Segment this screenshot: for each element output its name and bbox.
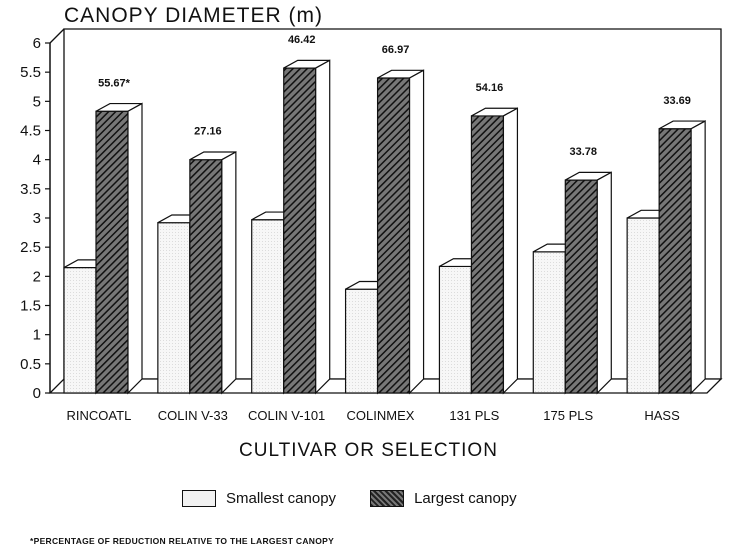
y-tick-label: 5 (33, 93, 41, 110)
legend: Smallest canopy Largest canopy (182, 490, 551, 507)
x-tick-label: COLIN V-101 (248, 408, 325, 423)
annotation-label: 33.69 (663, 95, 691, 107)
annotation-label: 55.67* (98, 77, 131, 89)
annotation-label: 66.97 (382, 44, 410, 56)
bar-largest-side (127, 102, 143, 395)
bar-smallest-front (251, 219, 285, 394)
y-tick-label: 2.5 (20, 239, 41, 256)
legend-swatch-largest (370, 490, 405, 507)
annotation-label: 33.78 (570, 146, 598, 158)
y-tick-label: 2 (33, 268, 41, 285)
bar-smallest-front (344, 288, 379, 394)
bar-largest-side (690, 120, 706, 395)
legend-label-smallest: Smallest canopy (226, 490, 337, 507)
annotation-label: 27.16 (194, 126, 222, 138)
y-tick-label: 3.5 (20, 181, 41, 198)
legend-item-smallest: Smallest canopy (182, 490, 336, 507)
bar-largest-front (95, 110, 129, 394)
x-tick-label: 175 PLS (543, 408, 593, 423)
y-tick-label: 4 (33, 152, 41, 169)
x-tick-label: 131 PLS (449, 408, 499, 423)
annotation-label: 46.42 (288, 34, 316, 46)
bar-largest-side (502, 107, 519, 395)
annotation-label: 54.16 (476, 82, 504, 94)
bar-smallest-front (63, 266, 97, 394)
y-tick-label: 0.5 (20, 356, 41, 373)
chart-title: CANOPY DIAMETER (m) (64, 4, 323, 27)
legend-label-largest: Largest canopy (414, 490, 517, 507)
legend-swatch-smallest (182, 490, 216, 507)
legend-item-largest: Largest canopy (370, 490, 517, 507)
bar-largest-front (283, 67, 317, 394)
bar-largest-front (564, 179, 598, 394)
bar-largest-side (596, 171, 612, 395)
x-tick-label: RINCOATL (67, 408, 132, 423)
y-tick-label: 4.5 (20, 123, 41, 140)
x-tick-label: COLINMEX (347, 408, 415, 423)
bar-smallest-front (157, 222, 191, 394)
x-tick-label: HASS (644, 408, 680, 423)
bar-smallest-front (626, 217, 660, 394)
bar-largest-front (470, 115, 505, 394)
x-axis-label: CULTIVAR OR SELECTION (239, 440, 498, 461)
bar-smallest-front (438, 265, 473, 394)
x-tick-label: COLIN V-33 (158, 408, 228, 423)
bar-largest-front (376, 77, 411, 394)
footnote: *PERCENTAGE OF REDUCTION RELATIVE TO THE… (30, 536, 335, 546)
y-tick-label: 5.5 (20, 64, 41, 81)
bar-largest-side (221, 150, 237, 395)
y-tick-label: 3 (33, 210, 41, 227)
y-axis-top-edge (49, 28, 65, 44)
bar-largest-side (408, 69, 425, 395)
bar-smallest-front (532, 251, 566, 394)
y-tick-label: 0 (33, 385, 41, 402)
y-tick-label: 1.5 (20, 298, 41, 315)
bar-largest-front (189, 159, 223, 394)
y-tick-label: 6 (33, 35, 41, 52)
bar-largest-front (658, 128, 692, 394)
bar-largest-side (315, 59, 331, 395)
y-tick-label: 1 (33, 327, 41, 344)
